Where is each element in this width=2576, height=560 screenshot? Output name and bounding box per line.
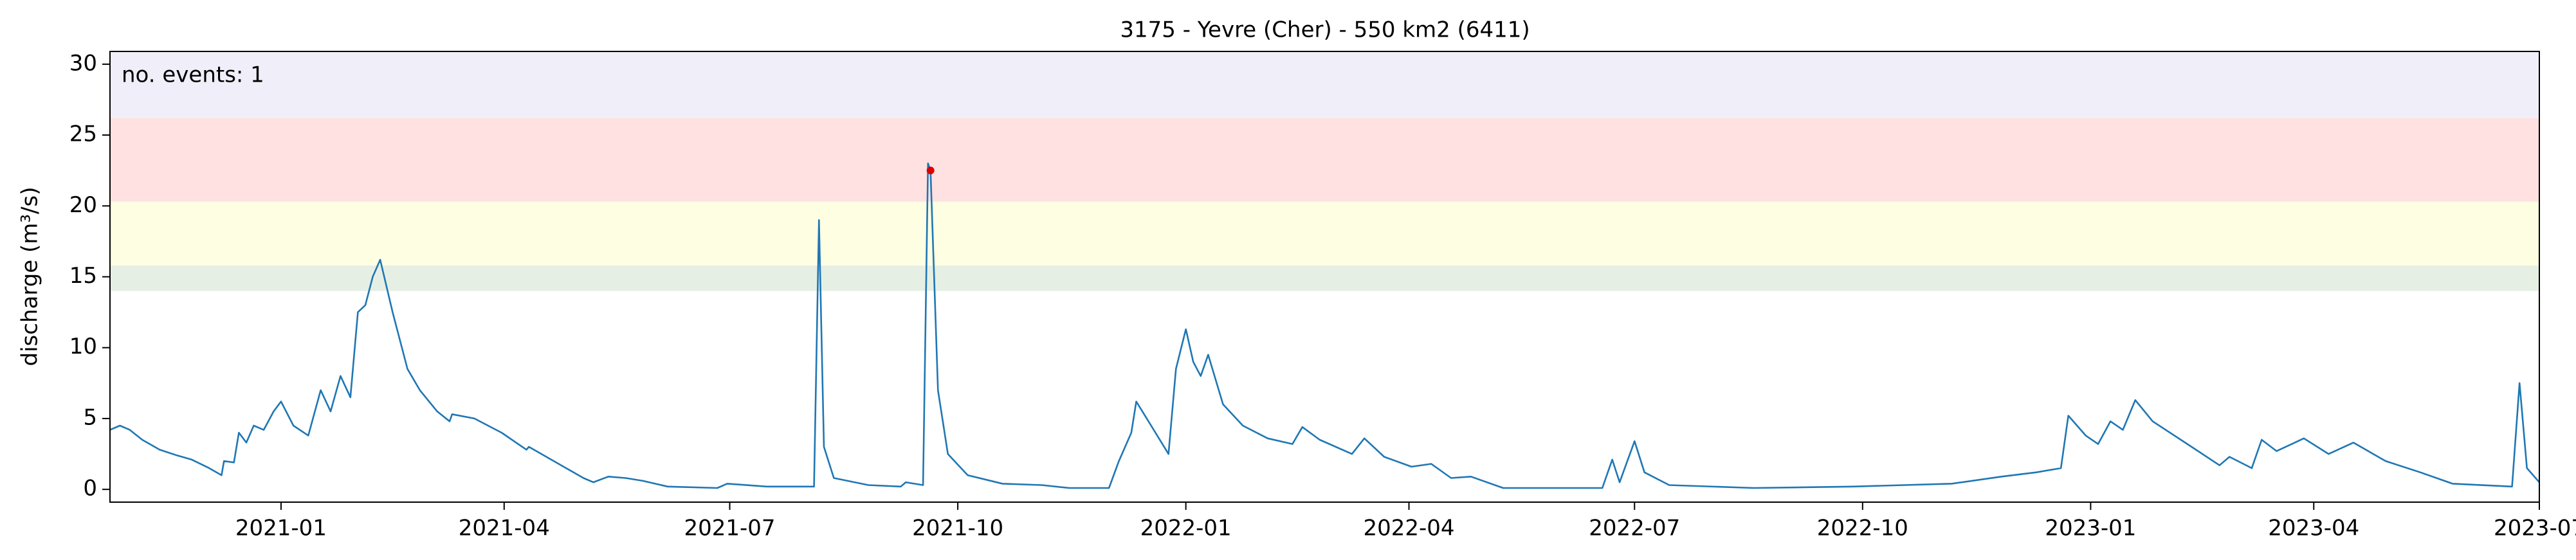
- threshold-band: [110, 51, 2539, 118]
- y-tick-label: 10: [69, 334, 97, 359]
- threshold-band: [110, 201, 2539, 266]
- y-axis-label: discharge (m³/s): [17, 187, 43, 366]
- y-tick-label: 0: [83, 476, 97, 501]
- y-tick-label: 5: [83, 404, 97, 430]
- x-tick-label: 2021-07: [684, 516, 775, 541]
- plot-frame: [109, 51, 2540, 503]
- y-tick-label: 25: [69, 122, 97, 147]
- x-tick-label: 2021-10: [912, 516, 1003, 541]
- x-tick-label: 2023-01: [2045, 516, 2136, 541]
- x-tick-label: 2022-04: [1364, 516, 1455, 541]
- x-tick-label: 2022-01: [1140, 516, 1232, 541]
- x-tick-label: 2023-07: [2494, 516, 2576, 541]
- discharge-line: [109, 162, 2540, 489]
- y-tick-label: 20: [69, 192, 97, 218]
- y-tick-label: 15: [69, 263, 97, 289]
- threshold-band: [110, 118, 2539, 202]
- chart-title: 3175 - Yevre (Cher) - 550 km2 (6411): [1120, 17, 1530, 43]
- x-tick-label: 2022-10: [1817, 516, 1908, 541]
- annotation: no. events: 1: [122, 62, 264, 88]
- x-tick-label: 2022-07: [1589, 516, 1680, 541]
- y-tick-label: 30: [69, 50, 97, 76]
- threshold-band: [110, 265, 2539, 291]
- event-marker: [926, 167, 935, 175]
- x-tick-label: 2021-01: [235, 516, 327, 541]
- x-tick-label: 2023-04: [2268, 516, 2359, 541]
- x-tick-label: 2021-04: [459, 516, 550, 541]
